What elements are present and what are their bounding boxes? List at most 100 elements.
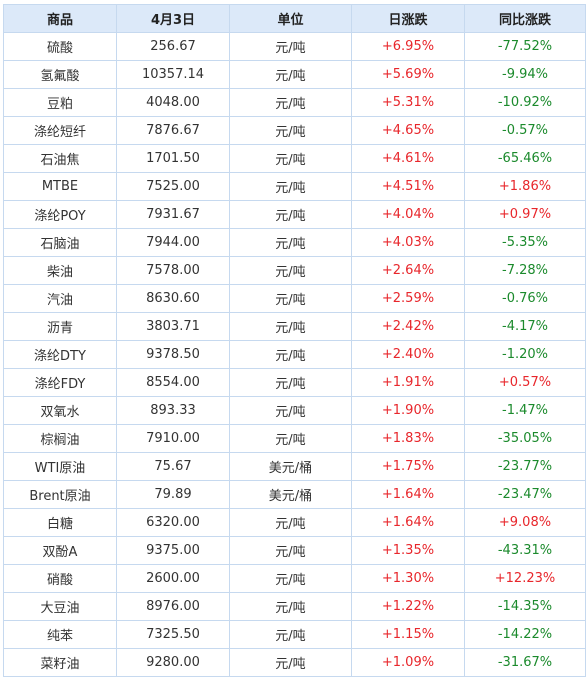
cell-daily-change: +1.22% xyxy=(351,592,465,621)
cell-unit: 元/吨 xyxy=(229,620,352,649)
cell-daily-change: +4.04% xyxy=(351,200,465,229)
cell-commodity: 硫酸 xyxy=(3,32,117,61)
cell-unit: 元/吨 xyxy=(229,144,352,173)
cell-yoy-change: -14.22% xyxy=(464,620,586,649)
cell-unit: 元/吨 xyxy=(229,172,352,201)
cell-daily-change: +2.64% xyxy=(351,256,465,285)
cell-price: 7325.50 xyxy=(116,620,230,649)
cell-unit: 元/吨 xyxy=(229,312,352,341)
cell-yoy-change: -0.57% xyxy=(464,116,586,145)
cell-commodity: 双酚A xyxy=(3,536,117,565)
cell-yoy-change: -23.77% xyxy=(464,452,586,481)
cell-daily-change: +4.51% xyxy=(351,172,465,201)
table-row: 双氧水 893.33 元/吨 +1.90% -1.47% xyxy=(3,396,586,425)
cell-yoy-change: +0.97% xyxy=(464,200,586,229)
cell-commodity: 纯苯 xyxy=(3,620,117,649)
cell-daily-change: +1.30% xyxy=(351,564,465,593)
cell-commodity: 棕榈油 xyxy=(3,424,117,453)
cell-daily-change: +1.64% xyxy=(351,480,465,509)
cell-price: 9280.00 xyxy=(116,648,230,677)
table-row: 氢氟酸 10357.14 元/吨 +5.69% -9.94% xyxy=(3,60,586,89)
cell-price: 7876.67 xyxy=(116,116,230,145)
cell-yoy-change: -5.35% xyxy=(464,228,586,257)
cell-daily-change: +4.61% xyxy=(351,144,465,173)
cell-unit: 元/吨 xyxy=(229,284,352,313)
table-row: 豆粕 4048.00 元/吨 +5.31% -10.92% xyxy=(3,88,586,117)
table-row: 白糖 6320.00 元/吨 +1.64% +9.08% xyxy=(3,508,586,537)
table-body: 硫酸 256.67 元/吨 +6.95% -77.52% 氢氟酸 10357.14 元/吨 +5… xyxy=(3,32,586,677)
cell-price: 7931.67 xyxy=(116,200,230,229)
price-change-table-container: 商品 4月3日 单位 日涨跌 同比涨跌 硫酸 256.67 元/吨 +6.95% -77… xyxy=(3,4,586,677)
table-row: 硝酸 2600.00 元/吨 +1.30% +12.23% xyxy=(3,564,586,593)
table-row: 石脑油 7944.00 元/吨 +4.03% -5.35% xyxy=(3,228,586,257)
cell-commodity: 涤纶短纤 xyxy=(3,116,117,145)
table-row: 纯苯 7325.50 元/吨 +1.15% -14.22% xyxy=(3,620,586,649)
cell-price: 8554.00 xyxy=(116,368,230,397)
cell-yoy-change: +9.08% xyxy=(464,508,586,537)
cell-yoy-change: -31.67% xyxy=(464,648,586,677)
table-row: 涤纶FDY 8554.00 元/吨 +1.91% +0.57% xyxy=(3,368,586,397)
cell-unit: 元/吨 xyxy=(229,396,352,425)
cell-unit: 元/吨 xyxy=(229,116,352,145)
table-row: 棕榈油 7910.00 元/吨 +1.83% -35.05% xyxy=(3,424,586,453)
header-daily-change: 日涨跌 xyxy=(351,4,465,33)
table-row: 涤纶短纤 7876.67 元/吨 +4.65% -0.57% xyxy=(3,116,586,145)
cell-daily-change: +5.31% xyxy=(351,88,465,117)
header-row: 商品 4月3日 单位 日涨跌 同比涨跌 xyxy=(3,4,586,33)
cell-daily-change: +1.83% xyxy=(351,424,465,453)
cell-price: 75.67 xyxy=(116,452,230,481)
table-row: 柴油 7578.00 元/吨 +2.64% -7.28% xyxy=(3,256,586,285)
cell-daily-change: +4.03% xyxy=(351,228,465,257)
cell-daily-change: +1.15% xyxy=(351,620,465,649)
cell-price: 893.33 xyxy=(116,396,230,425)
cell-yoy-change: -7.28% xyxy=(464,256,586,285)
cell-commodity: 大豆油 xyxy=(3,592,117,621)
table-row: WTI原油 75.67 美元/桶 +1.75% -23.77% xyxy=(3,452,586,481)
cell-commodity: 沥青 xyxy=(3,312,117,341)
cell-commodity: 涤纶POY xyxy=(3,200,117,229)
cell-commodity: 涤纶DTY xyxy=(3,340,117,369)
cell-price: 9378.50 xyxy=(116,340,230,369)
cell-price: 7944.00 xyxy=(116,228,230,257)
cell-commodity: 菜籽油 xyxy=(3,648,117,677)
cell-yoy-change: +0.57% xyxy=(464,368,586,397)
cell-yoy-change: -43.31% xyxy=(464,536,586,565)
cell-yoy-change: -10.92% xyxy=(464,88,586,117)
table-row: 石油焦 1701.50 元/吨 +4.61% -65.46% xyxy=(3,144,586,173)
cell-daily-change: +1.91% xyxy=(351,368,465,397)
cell-price: 6320.00 xyxy=(116,508,230,537)
cell-unit: 元/吨 xyxy=(229,60,352,89)
cell-commodity: 双氧水 xyxy=(3,396,117,425)
cell-unit: 美元/桶 xyxy=(229,480,352,509)
cell-commodity: 豆粕 xyxy=(3,88,117,117)
cell-daily-change: +4.65% xyxy=(351,116,465,145)
cell-yoy-change: -0.76% xyxy=(464,284,586,313)
cell-unit: 元/吨 xyxy=(229,200,352,229)
cell-unit: 美元/桶 xyxy=(229,452,352,481)
cell-price: 7525.00 xyxy=(116,172,230,201)
cell-daily-change: +1.35% xyxy=(351,536,465,565)
cell-unit: 元/吨 xyxy=(229,536,352,565)
cell-yoy-change: -14.35% xyxy=(464,592,586,621)
table-row: Brent原油 79.89 美元/桶 +1.64% -23.47% xyxy=(3,480,586,509)
cell-unit: 元/吨 xyxy=(229,648,352,677)
table-row: 沥青 3803.71 元/吨 +2.42% -4.17% xyxy=(3,312,586,341)
cell-commodity: 石脑油 xyxy=(3,228,117,257)
cell-unit: 元/吨 xyxy=(229,424,352,453)
cell-commodity: MTBE xyxy=(3,172,117,201)
cell-daily-change: +1.75% xyxy=(351,452,465,481)
cell-price: 8976.00 xyxy=(116,592,230,621)
cell-daily-change: +5.69% xyxy=(351,60,465,89)
cell-commodity: WTI原油 xyxy=(3,452,117,481)
cell-unit: 元/吨 xyxy=(229,340,352,369)
table-row: 涤纶POY 7931.67 元/吨 +4.04% +0.97% xyxy=(3,200,586,229)
cell-yoy-change: -65.46% xyxy=(464,144,586,173)
cell-price: 10357.14 xyxy=(116,60,230,89)
cell-unit: 元/吨 xyxy=(229,564,352,593)
cell-yoy-change: -1.47% xyxy=(464,396,586,425)
cell-commodity: 石油焦 xyxy=(3,144,117,173)
cell-price: 1701.50 xyxy=(116,144,230,173)
header-date-price: 4月3日 xyxy=(116,4,230,33)
cell-yoy-change: -1.20% xyxy=(464,340,586,369)
cell-unit: 元/吨 xyxy=(229,368,352,397)
